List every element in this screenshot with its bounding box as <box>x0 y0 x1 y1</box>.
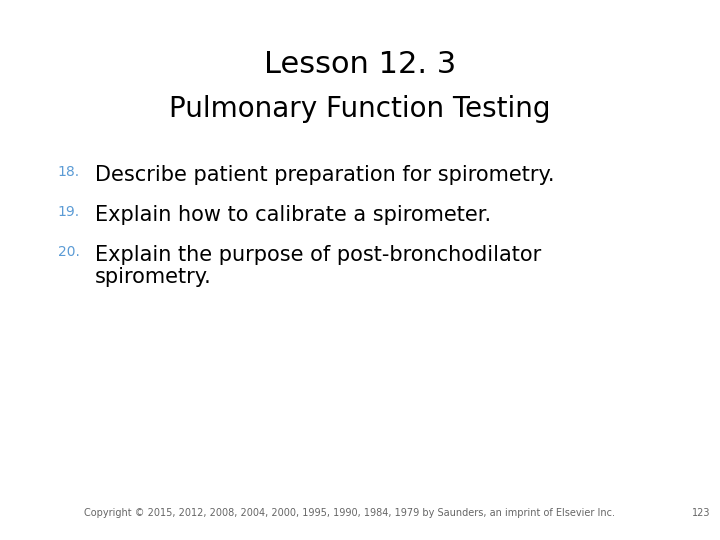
Text: Lesson 12. 3: Lesson 12. 3 <box>264 50 456 79</box>
Text: Explain the purpose of post-bronchodilator: Explain the purpose of post-bronchodilat… <box>95 245 541 265</box>
Text: spirometry.: spirometry. <box>95 267 212 287</box>
Text: Describe patient preparation for spirometry.: Describe patient preparation for spirome… <box>95 165 554 185</box>
Text: Explain how to calibrate a spirometer.: Explain how to calibrate a spirometer. <box>95 205 491 225</box>
Text: 123: 123 <box>691 508 710 518</box>
Text: 19.: 19. <box>58 205 80 219</box>
Text: 20.: 20. <box>58 245 80 259</box>
Text: Pulmonary Function Testing: Pulmonary Function Testing <box>169 95 551 123</box>
Text: Copyright © 2015, 2012, 2008, 2004, 2000, 1995, 1990, 1984, 1979 by Saunders, an: Copyright © 2015, 2012, 2008, 2004, 2000… <box>84 508 616 518</box>
Text: 18.: 18. <box>58 165 80 179</box>
